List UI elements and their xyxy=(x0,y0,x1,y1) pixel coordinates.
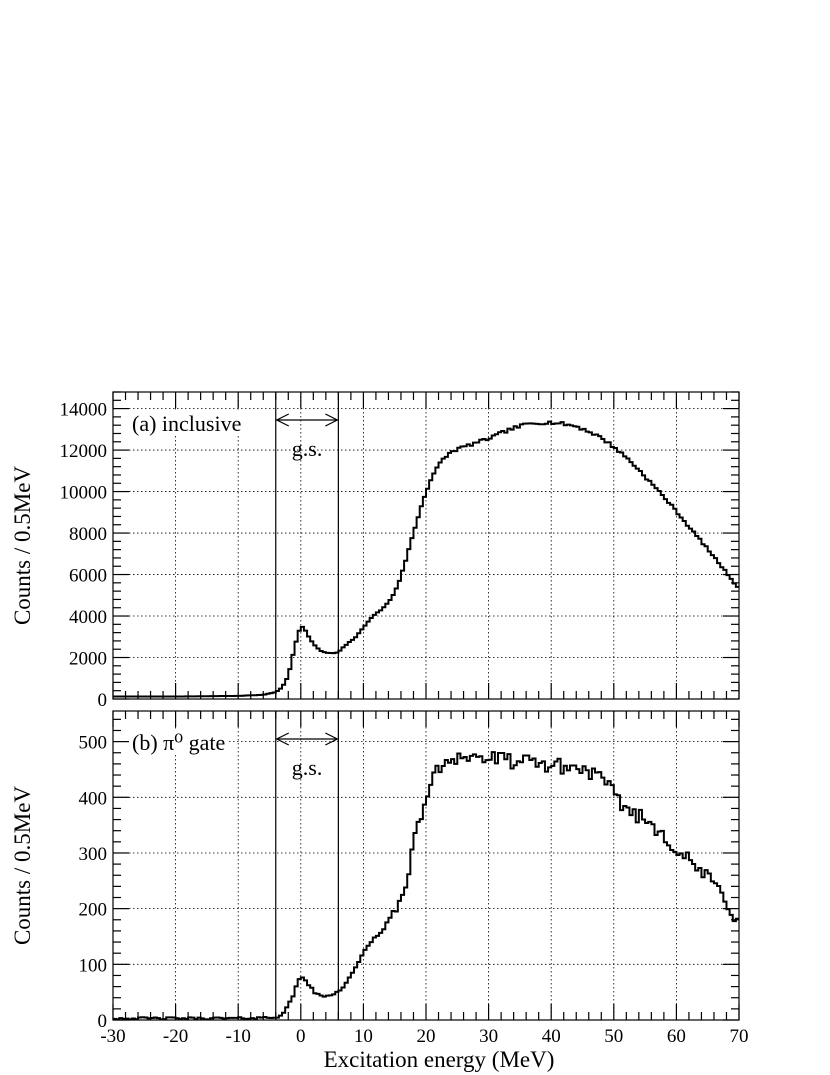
x-tick-label: 70 xyxy=(730,1026,749,1047)
x-tick-label: 30 xyxy=(479,1026,498,1047)
panel-b-grid xyxy=(113,711,739,1020)
panel-a-histogram xyxy=(113,420,739,698)
x-tick-label: -30 xyxy=(100,1026,125,1047)
x-tick-label: 50 xyxy=(604,1026,623,1047)
panel-a-y-tick-label: 10000 xyxy=(60,483,108,504)
panel-a-y-tick-labels: 0 2000 4000 6000 8000 10000 12000 14000 xyxy=(60,400,108,711)
panel-a-label-background xyxy=(129,411,245,436)
x-tick-label: 10 xyxy=(354,1026,373,1047)
panel-a-y-axis-title: Counts / 0.5MeV xyxy=(10,466,35,625)
panel-a-y-tick-label: 6000 xyxy=(69,566,107,587)
panel-a-y-tick-label: 12000 xyxy=(60,441,108,462)
panel-a-inclusive: 0 2000 4000 6000 8000 10000 12000 14000 Counts … xyxy=(10,391,740,711)
x-tick-label: 20 xyxy=(417,1026,436,1047)
panel-b-pi0-gate: 0 100 200 300 400 500 -30 -20 -10 0 10 20 30 40 50 60 7… xyxy=(10,710,749,1072)
panel-a-ticks xyxy=(112,391,740,700)
panel-b-gs-window-lines xyxy=(275,711,339,1020)
panel-a-y-tick-label: 2000 xyxy=(69,649,107,670)
panel-a-grid xyxy=(113,392,739,699)
panel-a-gs-arrow xyxy=(275,413,339,427)
panel-b-y-tick-label: 0 xyxy=(98,1011,108,1032)
panel-a-y-tick-label: 0 xyxy=(98,690,108,711)
panel-b-y-tick-label: 100 xyxy=(79,955,108,976)
panel-a-label: (a) inclusive xyxy=(132,411,241,436)
x-tick-label: 0 xyxy=(296,1026,306,1047)
panel-a-y-tick-label: 14000 xyxy=(60,400,108,421)
x-tick-label: -10 xyxy=(226,1026,251,1047)
panel-b-y-tick-label: 300 xyxy=(79,844,108,865)
panel-b-histogram xyxy=(113,751,739,1021)
panel-a-y-tick-label: 8000 xyxy=(69,524,107,545)
panel-b-histogram-line xyxy=(113,751,739,1021)
panel-a-histogram-line xyxy=(113,420,739,698)
panel-b-gs-arrow xyxy=(275,732,339,746)
panel-b-gs-label: g.s. xyxy=(292,755,323,780)
panel-a-gs-arrow-head-right xyxy=(325,413,339,427)
panel-b-x-tick-labels: -30 -20 -10 0 10 20 30 40 50 60 70 xyxy=(100,1026,748,1047)
x-tick-label: 60 xyxy=(667,1026,686,1047)
panel-a-gs-arrow-head-left xyxy=(275,413,290,427)
x-tick-label: 40 xyxy=(542,1026,561,1047)
panel-b-y-tick-label: 500 xyxy=(79,733,108,754)
panel-b-gs-arrow-head-right xyxy=(325,732,339,746)
panel-b-y-tick-label: 200 xyxy=(79,900,108,921)
panel-b-label: (b) π⁰ gate xyxy=(132,730,225,755)
panel-b-y-axis-title: Counts / 0.5MeV xyxy=(10,786,35,945)
panel-b-y-tick-label: 400 xyxy=(79,788,108,809)
panel-b-frame xyxy=(112,710,740,1021)
x-tick-label: -20 xyxy=(163,1026,188,1047)
panel-b-ticks xyxy=(112,711,740,1021)
panel-b-y-tick-labels: 0 100 200 300 400 500 xyxy=(79,733,108,1032)
x-axis-title: Excitation energy (MeV) xyxy=(324,1047,555,1072)
panel-a-y-tick-label: 4000 xyxy=(69,607,107,628)
panel-b-gs-arrow-head-left xyxy=(275,732,290,746)
panel-a-gs-label: g.s. xyxy=(292,436,323,461)
panel-b-label-background xyxy=(129,730,229,755)
panel-a-gs-window-lines xyxy=(275,392,339,699)
